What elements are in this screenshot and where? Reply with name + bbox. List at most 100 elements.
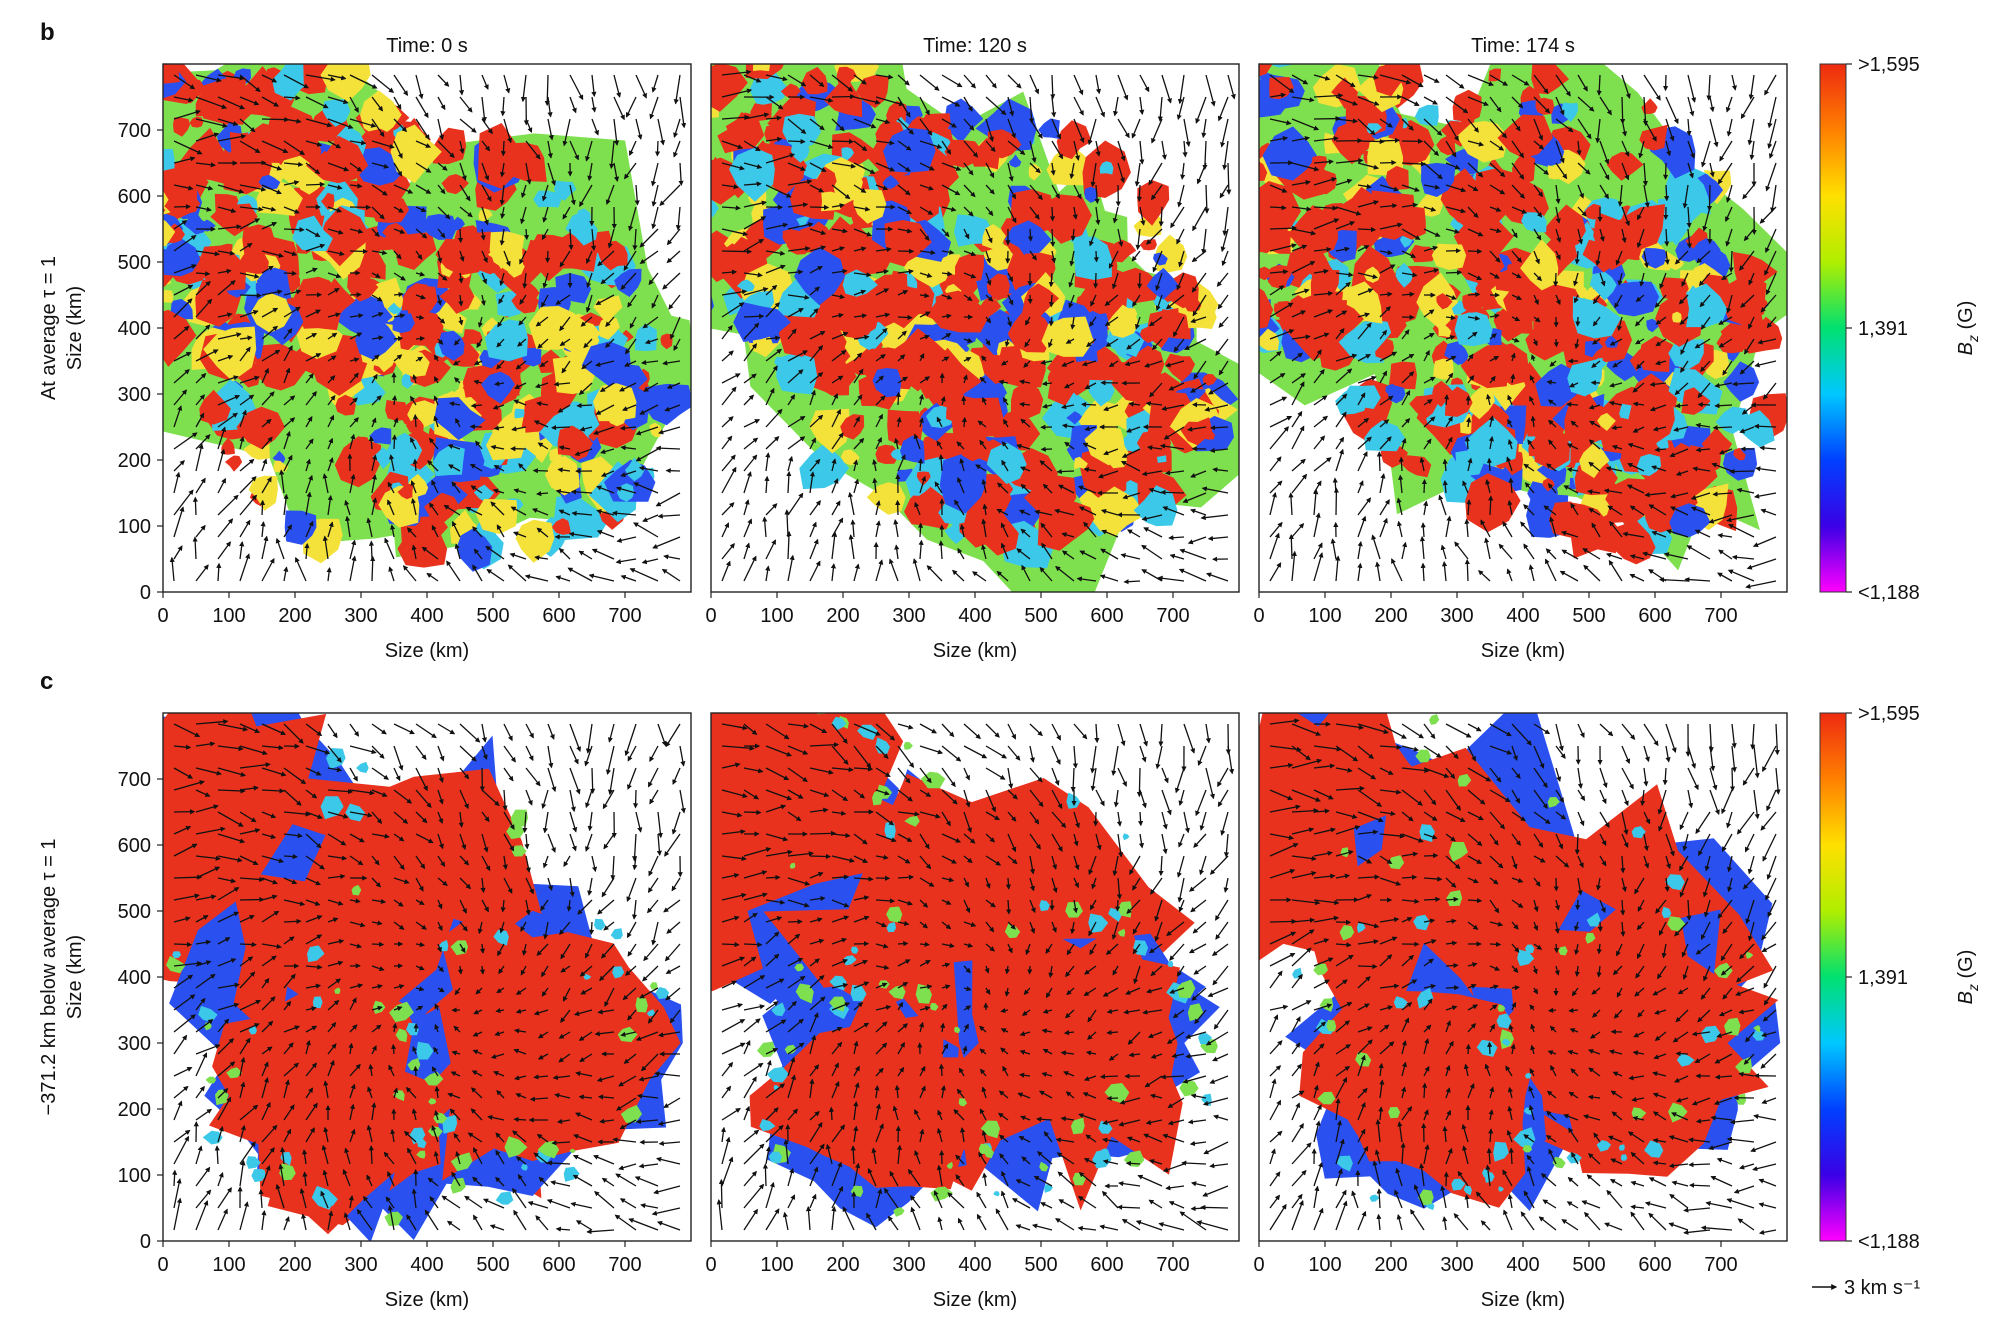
velocity-arrow	[1663, 74, 1669, 92]
field-speckle	[438, 330, 465, 361]
velocity-arrow	[1467, 248, 1483, 254]
field-speckle	[179, 127, 243, 186]
field-speckle	[720, 679, 728, 690]
velocity-arrow	[1421, 478, 1427, 494]
velocity-arrow	[1464, 558, 1470, 582]
field-speckle	[508, 429, 527, 445]
velocity-arrow	[1379, 160, 1397, 166]
field-speckle	[955, 254, 984, 283]
velocity-arrow	[195, 250, 221, 257]
velocity-arrow	[1093, 250, 1099, 263]
velocity-arrow	[1508, 1147, 1514, 1165]
field-speckle	[421, 214, 458, 240]
velocity-arrow	[239, 896, 265, 903]
velocity-arrow	[261, 289, 283, 296]
velocity-arrow	[173, 109, 201, 120]
velocity-arrow	[217, 74, 245, 81]
velocity-arrow	[195, 184, 214, 191]
field-speckle	[321, 192, 335, 210]
velocity-arrow	[261, 307, 279, 318]
velocity-arrow	[1489, 941, 1502, 947]
velocity-arrow	[173, 471, 181, 494]
velocity-arrow	[743, 313, 765, 319]
field-speckle	[163, 65, 167, 86]
velocity-arrow	[809, 853, 832, 860]
velocity-arrow	[1620, 96, 1626, 125]
velocity-arrow	[261, 325, 279, 340]
velocity-arrow	[588, 921, 595, 935]
velocity-arrow	[1445, 896, 1459, 903]
velocity-arrow	[217, 354, 234, 362]
field-speckle	[439, 284, 475, 314]
velocity-arrow	[217, 448, 226, 472]
field-speckle	[76, 249, 114, 282]
field-speckle	[236, 406, 285, 450]
field-speckle	[1297, 674, 1310, 686]
velocity-arrow	[217, 477, 227, 494]
field-speckle	[163, 219, 176, 247]
velocity-arrow	[1190, 1205, 1207, 1212]
velocity-arrow	[1422, 1082, 1428, 1099]
velocity-arrow	[261, 458, 268, 472]
x-tick-label: 100	[760, 605, 793, 627]
velocity-arrow	[173, 352, 192, 362]
velocity-arrow	[216, 562, 222, 582]
field-speckle	[1268, 64, 1292, 68]
field-speckle	[514, 408, 525, 419]
velocity-arrow	[173, 298, 193, 318]
velocity-arrow	[393, 336, 404, 342]
velocity-arrow	[217, 118, 239, 127]
velocity-arrow	[938, 1063, 945, 1077]
velocity-arrow	[523, 228, 530, 241]
velocity-arrow	[217, 412, 238, 428]
x-axis-label: Size (km)	[933, 640, 1017, 662]
field-speckle	[252, 683, 264, 694]
x-tick-label: 200	[826, 605, 859, 627]
velocity-arrow	[173, 284, 194, 296]
field-speckle	[210, 203, 258, 237]
velocity-arrow	[239, 436, 245, 450]
x-tick-label: 400	[410, 605, 443, 627]
field-speckle	[292, 215, 333, 252]
velocity-arrow	[1553, 943, 1560, 954]
field-speckle	[505, 254, 525, 278]
velocity-arrow	[195, 443, 204, 472]
velocity-arrow	[195, 394, 205, 406]
velocity-arrow	[217, 206, 237, 214]
velocity-arrow	[809, 830, 837, 836]
velocity-arrow	[1376, 451, 1383, 472]
field-speckle	[475, 499, 518, 535]
velocity-arrow	[173, 405, 183, 428]
velocity-arrow	[239, 519, 251, 538]
field-speckle	[66, 891, 75, 899]
field-speckle	[611, 402, 625, 416]
field-speckle	[94, 155, 109, 169]
y-tick-label: 500	[118, 252, 151, 274]
velocity-arrow	[1574, 833, 1580, 855]
field-speckle	[424, 492, 460, 525]
field-speckle	[1330, 678, 1342, 690]
velocity-arrow	[195, 324, 211, 340]
velocity-vectors	[169, 74, 687, 582]
velocity-arrow	[261, 162, 283, 171]
x-tick-label: 400	[958, 1254, 991, 1276]
x-tick-label: 700	[608, 1254, 641, 1276]
velocity-arrow	[412, 413, 419, 428]
field-speckle	[565, 210, 598, 246]
x-tick-label: 0	[157, 1254, 168, 1276]
field-speckle	[209, 691, 215, 698]
field-speckle	[168, 64, 185, 68]
velocity-arrow	[1160, 489, 1185, 495]
velocity-arrow	[261, 418, 272, 428]
velocity-arrow	[275, 537, 285, 560]
velocity-arrow	[217, 280, 236, 296]
velocity-arrow	[1753, 423, 1777, 429]
field-speckle	[127, 274, 159, 301]
field-speckle	[625, 457, 645, 482]
x-tick-label: 300	[892, 1254, 925, 1276]
field-speckle	[319, 206, 372, 267]
velocity-arrow	[390, 1043, 397, 1055]
velocity-arrow	[1464, 436, 1470, 450]
